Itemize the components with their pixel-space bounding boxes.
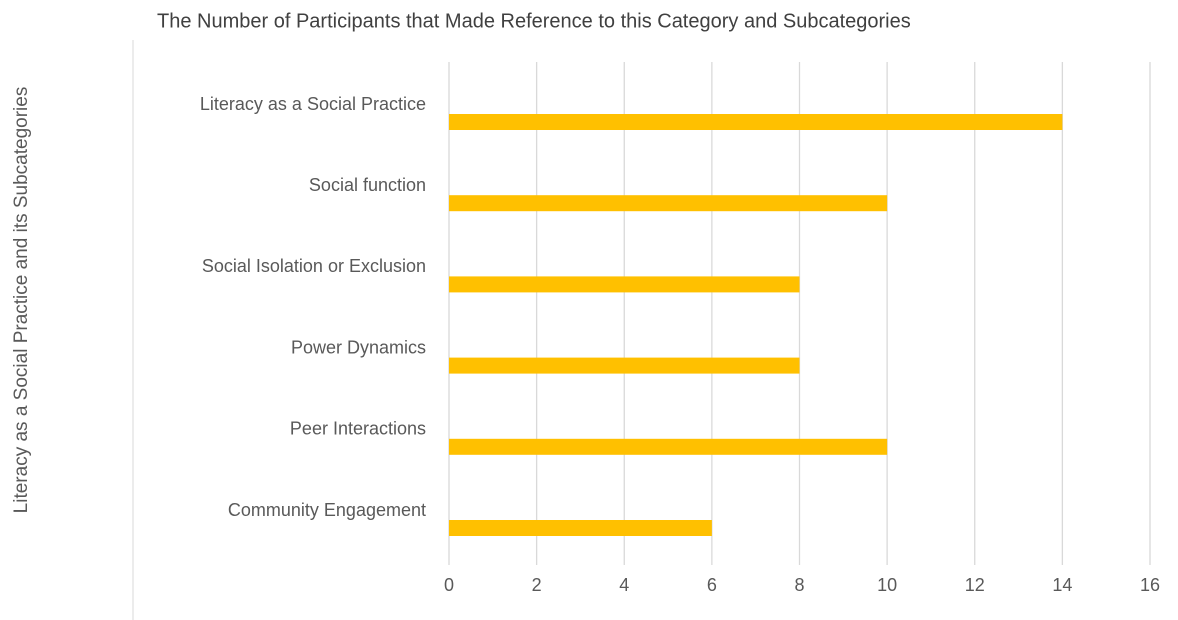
x-tick-label: 0	[444, 575, 454, 595]
y-tick-label: Literacy as a Social Practice	[200, 94, 426, 114]
y-tick-label: Peer Interactions	[290, 419, 426, 439]
chart-title: The Number of Participants that Made Ref…	[157, 10, 911, 32]
x-tick-label: 14	[1052, 575, 1072, 595]
y-tick-label: Social function	[309, 175, 426, 195]
x-tick-label: 2	[532, 575, 542, 595]
bar	[449, 438, 888, 455]
x-tick-label: 4	[619, 575, 629, 595]
x-tick-label: 8	[794, 575, 804, 595]
x-tick-label: 16	[1140, 575, 1160, 595]
y-tick-label: Social Isolation or Exclusion	[202, 256, 426, 276]
y-tick-label: Power Dynamics	[291, 337, 426, 357]
bar	[449, 276, 800, 293]
bar	[449, 114, 1063, 130]
x-tick-label: 6	[707, 575, 717, 595]
bar	[449, 357, 800, 374]
y-axis-title: Literacy as a Social Practice and its Su…	[11, 87, 32, 514]
x-tick-label: 12	[965, 575, 985, 595]
bar	[449, 195, 888, 212]
x-tick-label: 10	[877, 575, 897, 595]
y-tick-label: Community Engagement	[228, 500, 426, 520]
bar	[449, 520, 712, 536]
